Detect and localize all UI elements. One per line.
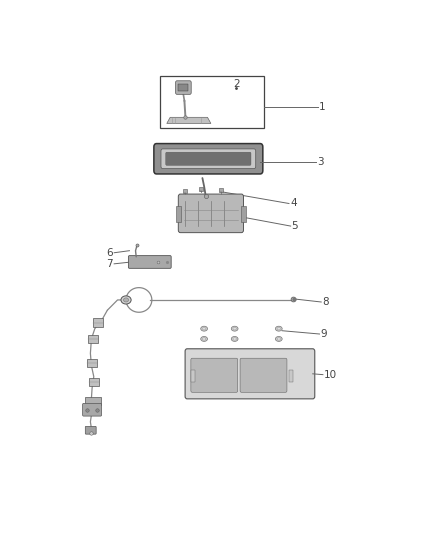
Bar (88, 335, 98, 343)
Ellipse shape (231, 336, 238, 342)
Ellipse shape (276, 326, 282, 331)
Ellipse shape (231, 326, 238, 331)
Ellipse shape (277, 338, 280, 340)
FancyBboxPatch shape (85, 426, 96, 434)
Bar (85, 397, 101, 405)
Bar (93, 318, 103, 327)
Ellipse shape (201, 326, 208, 331)
FancyBboxPatch shape (191, 358, 238, 392)
FancyBboxPatch shape (154, 143, 263, 174)
Ellipse shape (233, 338, 237, 340)
Text: 10: 10 (324, 370, 337, 379)
Text: 2: 2 (233, 79, 240, 90)
Bar (289, 370, 293, 382)
Bar (160, 76, 264, 127)
Text: 6: 6 (106, 248, 113, 258)
Bar (178, 84, 188, 91)
Ellipse shape (233, 327, 237, 330)
FancyBboxPatch shape (176, 81, 191, 94)
Bar (176, 206, 181, 222)
Text: 9: 9 (321, 329, 327, 339)
FancyBboxPatch shape (161, 149, 256, 168)
Ellipse shape (202, 327, 206, 330)
FancyBboxPatch shape (185, 349, 315, 399)
Ellipse shape (124, 298, 129, 302)
Polygon shape (167, 117, 211, 124)
Text: 7: 7 (106, 259, 113, 269)
Text: 5: 5 (292, 221, 298, 231)
Bar (191, 370, 194, 382)
Ellipse shape (276, 336, 282, 342)
FancyBboxPatch shape (240, 358, 287, 392)
Ellipse shape (277, 327, 280, 330)
Bar (88, 378, 99, 386)
Text: 4: 4 (290, 198, 297, 208)
Ellipse shape (121, 296, 131, 304)
FancyBboxPatch shape (166, 152, 251, 165)
FancyBboxPatch shape (128, 256, 171, 268)
Bar (87, 359, 97, 367)
Text: 1: 1 (319, 102, 325, 112)
FancyBboxPatch shape (178, 194, 244, 232)
Bar (241, 206, 246, 222)
Ellipse shape (202, 338, 206, 340)
Ellipse shape (201, 336, 208, 342)
FancyBboxPatch shape (83, 403, 102, 416)
Text: 3: 3 (317, 157, 324, 167)
Text: 8: 8 (322, 297, 329, 307)
